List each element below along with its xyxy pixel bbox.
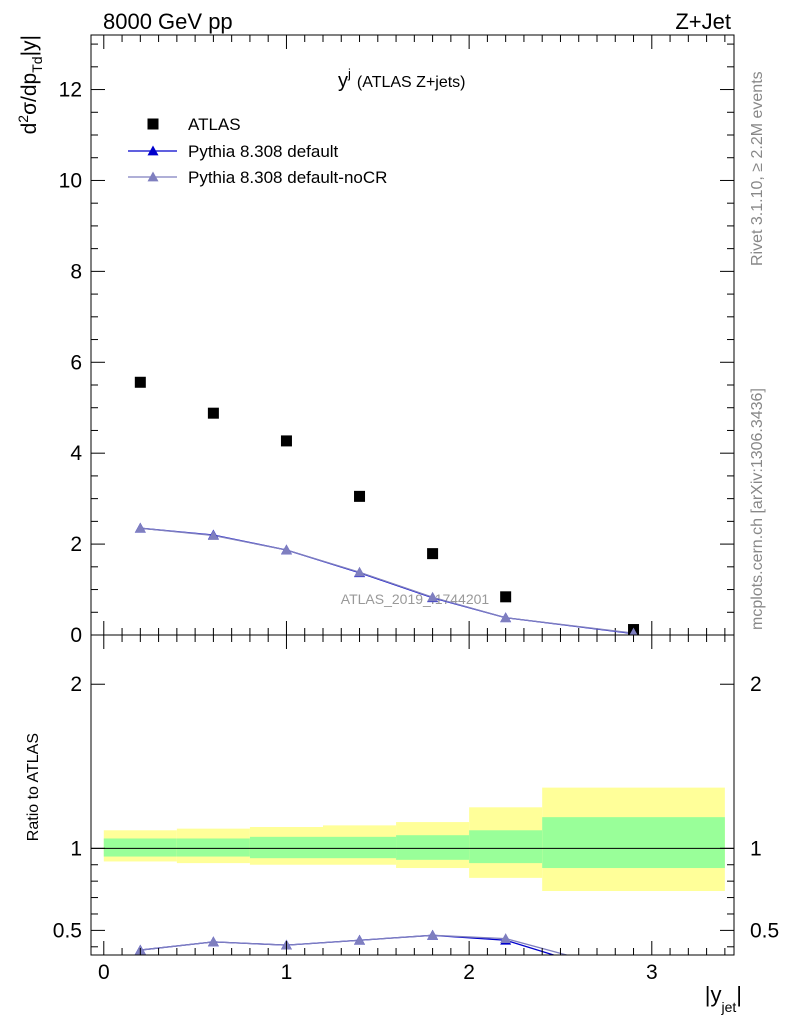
series-line-1: [140, 527, 634, 635]
main-subtitle: (ATLAS Z+jets): [357, 74, 466, 91]
ratio-y-tick-label: 2: [70, 673, 82, 696]
data-point-atlas: [207, 407, 219, 419]
process-label: Z+Jet: [675, 9, 731, 34]
ratio-y-axis-label: Ratio to ATLAS: [25, 733, 42, 841]
ratio-x-tick-labels: 0 1 2 3: [98, 961, 658, 984]
main-y-axis-label: d2σ/dpTd|y|: [15, 35, 45, 134]
y-tick-label: 0: [70, 624, 82, 647]
data-point-atlas: [134, 376, 146, 388]
data-point-atlas: [280, 435, 292, 447]
x-tick-label: 1: [281, 961, 293, 984]
legend-marker-2: [147, 171, 159, 182]
legend-label-1: Pythia 8.308 default: [188, 142, 339, 161]
ratio-uncertainty-bands: [91, 787, 734, 891]
legend-label-2: Pythia 8.308 default-noCR: [188, 168, 387, 187]
ratio-y-tick-label: 1: [70, 837, 82, 860]
data-point-series-2: [629, 627, 638, 635]
stat-uncertainty-band: [396, 835, 470, 860]
ratio-point-0: [628, 974, 639, 984]
x-tick-label: 0: [98, 961, 110, 984]
ratio-x-axis-label: |yjet|: [705, 982, 742, 1015]
watermark: ATLAS_2019_I1744201: [341, 591, 490, 607]
data-point-atlas: [500, 591, 512, 603]
data-point-series-2: [280, 544, 292, 555]
main-title: yj(ATLAS Z+jets): [338, 66, 466, 92]
series-line-2: [140, 527, 634, 634]
legend: ATLAS Pythia 8.308 default Pythia 8.308 de…: [128, 115, 387, 187]
main-series-layer: [134, 376, 640, 635]
legend-marker-atlas: [147, 118, 159, 130]
ratio-point-1: [628, 968, 639, 978]
stat-uncertainty-band: [542, 817, 725, 869]
y-tick-label: 8: [70, 260, 82, 283]
ratio-axis-ticks: [91, 635, 734, 955]
stat-uncertainty-band: [249, 836, 323, 859]
stat-uncertainty-band: [176, 838, 250, 857]
x-tick-label: 3: [646, 961, 658, 984]
stat-uncertainty-band: [469, 830, 543, 864]
data-point-series-2: [500, 612, 512, 623]
data-point-series-2: [354, 566, 366, 577]
main-title-superscript: j: [347, 66, 351, 81]
y-tick-label: 4: [70, 442, 82, 465]
top-y-tick-labels: 0 2 4 6 8 10 12: [59, 79, 83, 647]
energy-label: 8000 GeV pp: [103, 9, 233, 34]
ratio-y-tick-label-right: 2: [750, 673, 762, 696]
legend-label-0: ATLAS: [188, 115, 241, 134]
ratio-panel: 0.5 0.5 1 1 2 2 0 1 2 3 Ratio to ATLAS |yjet|: [25, 635, 779, 1015]
y-tick-label: 12: [59, 79, 82, 102]
top-axis-ticks: [91, 35, 734, 636]
y-tick-label: 2: [70, 533, 82, 556]
ratio-point-1: [354, 934, 366, 945]
legend-marker-1: [147, 145, 159, 156]
ratio-y-tick-label-right: 1: [750, 837, 762, 860]
rivet-label: Rivet 3.1.10, ≥ 2.2M events: [749, 71, 766, 266]
stat-uncertainty-band: [103, 838, 177, 857]
ratio-series-layer: [134, 929, 639, 984]
data-point-atlas: [354, 490, 366, 502]
ratio-panel-frame: [90, 634, 735, 956]
ratio-y-tick-labels: 0.5 0.5 1 1 2 2: [53, 673, 779, 942]
mcplots-label: mcplots.cern.ch [arXiv:1306.3436]: [749, 388, 766, 630]
y-tick-label: 6: [70, 351, 82, 374]
ratio-y-tick-label: 0.5: [53, 919, 82, 942]
y-tick-label: 10: [59, 169, 82, 192]
data-point-series-2: [134, 522, 146, 533]
ratio-point-1: [427, 929, 439, 940]
data-point-series-2: [207, 529, 219, 540]
data-point-atlas: [427, 548, 439, 560]
stat-uncertainty-band: [322, 836, 397, 859]
ratio-y-tick-label-right: 0.5: [750, 919, 779, 942]
data-point-series-2: [427, 591, 439, 602]
ratio-point-1: [500, 933, 512, 943]
x-axis-label-subscript: jet: [720, 999, 736, 1015]
x-tick-label: 2: [463, 961, 475, 984]
ratio-point-1: [207, 936, 219, 947]
